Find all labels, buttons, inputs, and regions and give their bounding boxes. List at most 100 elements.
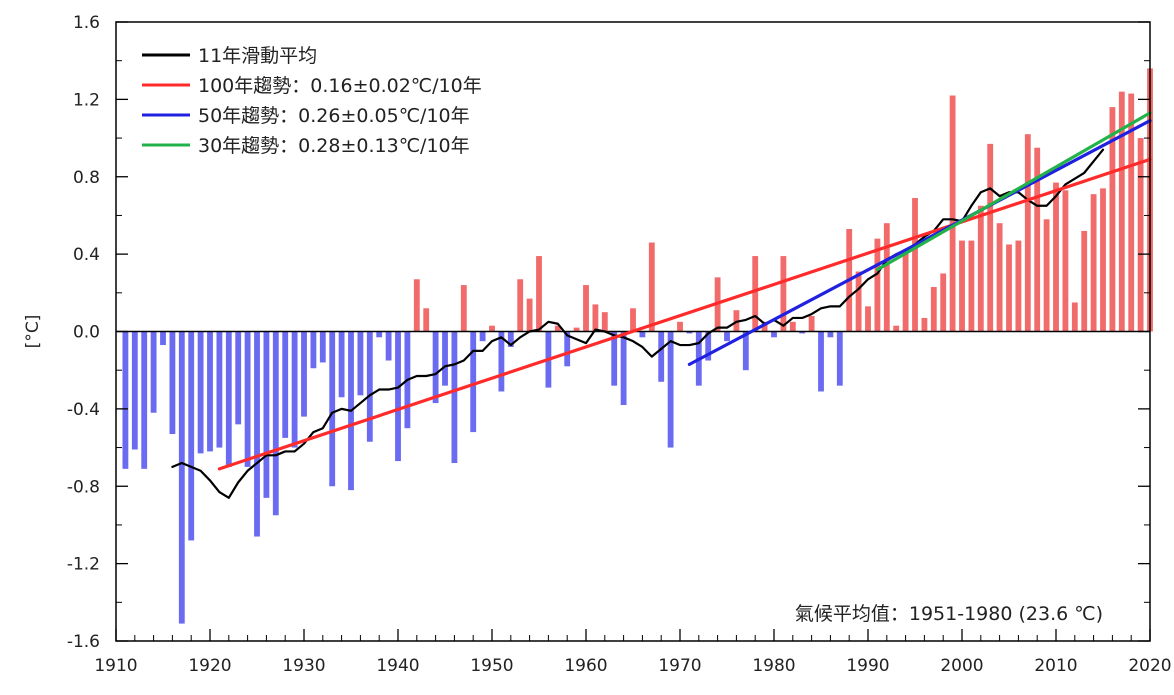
y-tick-label: 0.0 [73, 323, 100, 343]
anomaly-bar-1995 [912, 198, 918, 332]
anomaly-bar-1994 [902, 250, 909, 332]
anomaly-bar-1912 [131, 331, 138, 450]
anomaly-bar-1991 [874, 238, 881, 332]
anomaly-bar-1966 [639, 331, 646, 338]
anomaly-bar-1942 [413, 279, 420, 332]
anomaly-bar-1945 [442, 331, 448, 386]
moving-average-line [171, 148, 1105, 499]
anomaly-bar-1987 [836, 331, 843, 386]
anomaly-bar-2005 [1006, 244, 1012, 332]
y-axis: -1.6 -1.2 -0.8 -0.4 0.0 0.4 0.8 1.2 1.6 [67, 13, 1150, 652]
anomaly-bar-1928 [282, 331, 289, 438]
anomaly-bar-1915 [160, 331, 166, 346]
anomaly-bar-2003 [987, 143, 994, 332]
anomaly-bar-2014 [1090, 194, 1097, 332]
anomaly-bar-1944 [432, 331, 439, 404]
legend-label: 30年趨勢：0.28±0.13℃/10年 [198, 135, 470, 157]
y-tick-label: 1.2 [73, 90, 100, 110]
anomaly-bar-1990 [865, 306, 871, 332]
anomaly-bar-1999 [949, 95, 956, 332]
trend-line-3 [875, 111, 1152, 272]
anomaly-bar-1937 [366, 331, 373, 442]
anomaly-bar-2012 [1071, 302, 1078, 332]
anomaly-bar-1979 [761, 321, 768, 332]
anomaly-bar-1926 [263, 331, 270, 498]
anomaly-bar-2001 [968, 240, 975, 332]
anomaly-bar-1927 [272, 331, 279, 516]
anomaly-bar-1984 [808, 316, 815, 332]
anomaly-bar-2013 [1081, 230, 1088, 332]
anomaly-bar-1968 [658, 331, 665, 382]
x-tick-label: 2020 [1128, 656, 1171, 676]
anomaly-bar-2004 [996, 223, 1003, 332]
x-tick-label: 1920 [188, 656, 231, 676]
x-tick-label: 1990 [846, 656, 889, 676]
anomaly-bar-1985 [818, 331, 824, 392]
anomaly-bar-2011 [1062, 190, 1069, 332]
anomaly-bar-1947 [460, 285, 467, 332]
anomaly-bar-1940 [395, 331, 401, 462]
y-tick-label: 0.4 [73, 245, 100, 265]
anomaly-bar-1950 [489, 325, 495, 332]
anomaly-bar-2006 [1015, 240, 1022, 332]
anomaly-bar-1913 [141, 331, 148, 469]
anomaly-bar-1969 [667, 331, 674, 448]
y-tick-label: -1.6 [67, 632, 100, 652]
anomaly-bar-1961 [592, 304, 599, 332]
x-axis: 1910 1920 1930 1940 1950 1960 1970 1980 1990 2000… [94, 629, 1172, 676]
anomaly-bar-1964 [620, 331, 627, 406]
x-tick-label: 1960 [564, 656, 607, 676]
anomaly-bar-1962 [601, 312, 608, 332]
climate-baseline-note: 氣候平均值：1951-1980 (23.6 ℃) [795, 603, 1103, 625]
x-tick-label: 1930 [282, 656, 325, 676]
anomaly-bar-1943 [423, 308, 430, 332]
x-tick-label: 2010 [1034, 656, 1077, 676]
anomaly-bar-1965 [630, 308, 636, 332]
anomaly-bar-1958 [564, 331, 571, 367]
y-tick-label: 1.6 [73, 13, 100, 33]
anomaly-bar-2010 [1053, 182, 1059, 332]
anomaly-bar-1923 [235, 331, 242, 425]
anomaly-bar-2007 [1024, 134, 1031, 332]
x-tick-label: 2000 [940, 656, 983, 676]
anomaly-bar-1973 [705, 331, 712, 361]
anomaly-bar-1949 [479, 331, 486, 342]
anomaly-bar-1919 [197, 331, 204, 454]
anomaly-bar-1997 [930, 287, 937, 332]
anomaly-bar-1970 [677, 321, 683, 332]
anomaly-bar-1960 [583, 285, 589, 332]
anomaly-bar-1930 [301, 331, 307, 417]
anomaly-bar-2002 [977, 205, 984, 332]
anomaly-bar-1936 [357, 331, 364, 396]
trend-line-1 [217, 157, 1152, 471]
anomaly-bar-1929 [291, 331, 298, 448]
anomaly-bar-1921 [216, 331, 223, 448]
x-tick-label: 1980 [752, 656, 795, 676]
anomaly-bar-1983 [799, 331, 806, 334]
anomaly-bar-1946 [451, 331, 458, 464]
anomaly-bar-1992 [883, 223, 890, 332]
anomaly-bar-1975 [724, 331, 730, 342]
anomaly-bar-2018 [1128, 93, 1135, 332]
anomaly-bar-1953 [517, 279, 524, 332]
anomaly-bar-1948 [470, 331, 477, 433]
anomaly-bar-2009 [1043, 219, 1050, 332]
anomaly-bar-1951 [498, 331, 505, 392]
anomaly-bar-1911 [122, 331, 129, 469]
anomaly-bar-1993 [893, 325, 900, 332]
anomaly-bar-1996 [921, 317, 928, 332]
legend-label: 100年趨勢：0.16±0.02℃/10年 [198, 75, 482, 97]
x-tick-label: 1970 [658, 656, 701, 676]
anomaly-bar-1963 [611, 331, 618, 386]
anomaly-bar-1989 [855, 271, 862, 332]
anomaly-bar-1980 [771, 331, 777, 338]
anomaly-bar-1938 [376, 331, 383, 338]
anomaly-bar-1934 [338, 331, 345, 398]
anomaly-bar-2000 [959, 240, 965, 332]
anomaly-bar-1924 [244, 331, 251, 467]
y-tick-label: -1.2 [67, 555, 100, 575]
anomaly-bar-1939 [385, 331, 392, 361]
anomaly-bar-1914 [150, 331, 157, 413]
anomaly-bar-2015 [1100, 188, 1106, 332]
y-axis-label: [°C] [23, 315, 43, 349]
